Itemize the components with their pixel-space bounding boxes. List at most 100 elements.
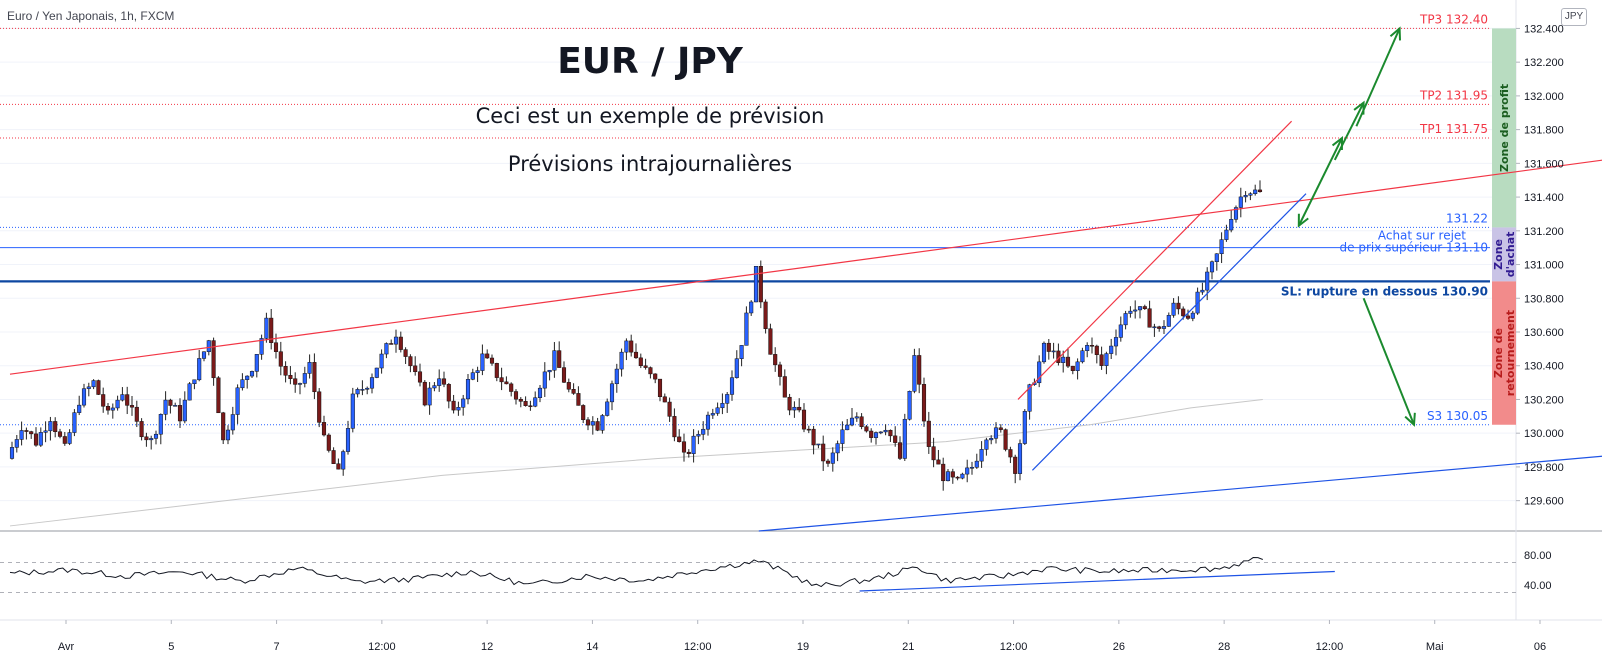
candle-body <box>129 405 135 408</box>
candle-body <box>845 424 850 431</box>
price-tick-label: 130.600 <box>1524 327 1564 339</box>
candle-body <box>461 398 466 408</box>
candle-body <box>1128 310 1133 314</box>
candle-body <box>91 380 96 388</box>
candle-body <box>441 378 447 385</box>
candle-body <box>926 420 931 447</box>
candle-body <box>336 463 341 470</box>
candle-body <box>595 421 600 431</box>
candle-body <box>821 443 826 462</box>
candle-body <box>1171 302 1176 316</box>
candle-body <box>945 471 951 482</box>
candle-body <box>897 442 903 459</box>
candle-body <box>528 405 533 407</box>
candle-body <box>403 349 408 357</box>
candle-body <box>446 384 451 402</box>
level-label: SL: rupture en dessous 130.90 <box>1281 284 1488 298</box>
candle-body <box>81 388 87 406</box>
candle-body <box>753 265 759 303</box>
candle-body <box>893 435 898 443</box>
candle-body <box>801 409 807 430</box>
candle-body <box>782 376 787 398</box>
candle-body <box>672 416 677 438</box>
zone-rect <box>1492 28 1516 228</box>
candle-body <box>777 364 783 377</box>
candle-body <box>1070 365 1075 371</box>
time-tick-label: 12 <box>481 641 493 653</box>
candle-body <box>653 373 658 380</box>
subtitle-example: Ceci est un exemple de prévision <box>475 104 825 128</box>
candle-body <box>192 379 197 385</box>
candle-body <box>125 394 130 406</box>
candle-body <box>950 471 955 478</box>
level-label: S3 130.05 <box>1427 409 1488 423</box>
candle-body <box>984 439 989 450</box>
symbol-label[interactable]: Euro / Yen Japonais, 1h, FXCM <box>7 9 175 23</box>
candle-body <box>566 382 571 390</box>
candle-body <box>585 419 591 426</box>
candle-body <box>1003 429 1008 450</box>
level-label: Achat sur rejet de prix supérieur 131.10 <box>1340 229 1488 255</box>
candle-body <box>537 387 543 398</box>
candle-body <box>624 340 629 353</box>
candle-body <box>533 397 538 407</box>
zone-label: Zone deretournement <box>1492 310 1517 396</box>
candle-body <box>187 383 192 401</box>
candle-body <box>24 430 29 432</box>
candle-body <box>389 343 394 345</box>
candle-body <box>182 399 187 422</box>
candle-body <box>427 387 432 406</box>
candle-body <box>1253 189 1258 194</box>
candle-body <box>600 415 605 431</box>
arrow-shaft <box>1355 28 1401 127</box>
candle-body <box>1238 196 1243 208</box>
candle-body <box>1248 193 1253 196</box>
candle-body <box>854 416 859 419</box>
time-tick-label: 26 <box>1113 641 1125 653</box>
candle-body <box>667 401 672 417</box>
candle-body <box>792 406 797 411</box>
candle-body <box>422 381 427 406</box>
zone-rect <box>1492 227 1516 282</box>
candle-body <box>206 340 211 353</box>
time-tick-label: 7 <box>274 641 280 653</box>
candle-body <box>1099 354 1104 366</box>
candle-body <box>413 365 418 372</box>
candle-body <box>432 385 437 389</box>
arrow-layer <box>1297 26 1416 427</box>
candle-body <box>974 460 979 468</box>
candle-layer <box>9 180 1263 491</box>
candle-body <box>552 350 557 371</box>
candle-body <box>19 430 24 440</box>
candle-body <box>633 351 639 359</box>
price-tick-label: 132.200 <box>1524 57 1564 69</box>
candle-body <box>57 431 63 437</box>
candle-body <box>67 432 72 444</box>
candle-body <box>902 418 907 459</box>
time-tick-label: 28 <box>1218 641 1230 653</box>
price-tick-label: 131.400 <box>1524 192 1564 204</box>
candle-body <box>504 381 509 385</box>
candle-body <box>878 431 883 434</box>
candle-body <box>153 433 159 439</box>
candle-body <box>384 343 389 355</box>
candle-body <box>101 394 106 407</box>
candle-body <box>201 351 207 359</box>
candle-body <box>691 435 696 454</box>
currency-badge[interactable]: JPY <box>1561 8 1587 26</box>
candle-body <box>470 372 475 380</box>
time-tick-label: Avr <box>58 641 75 653</box>
candle-body <box>806 428 811 431</box>
candle-body <box>475 370 480 373</box>
candle-body <box>1041 342 1047 363</box>
candle-body <box>739 345 744 359</box>
candle-body <box>485 353 490 359</box>
candle-body <box>408 356 413 367</box>
rsi-panel <box>0 557 1516 593</box>
candle-body <box>9 447 15 459</box>
candle-body <box>1185 315 1191 319</box>
candle-body <box>509 383 514 392</box>
candle-body <box>307 362 312 374</box>
time-tick-label: 21 <box>902 641 914 653</box>
